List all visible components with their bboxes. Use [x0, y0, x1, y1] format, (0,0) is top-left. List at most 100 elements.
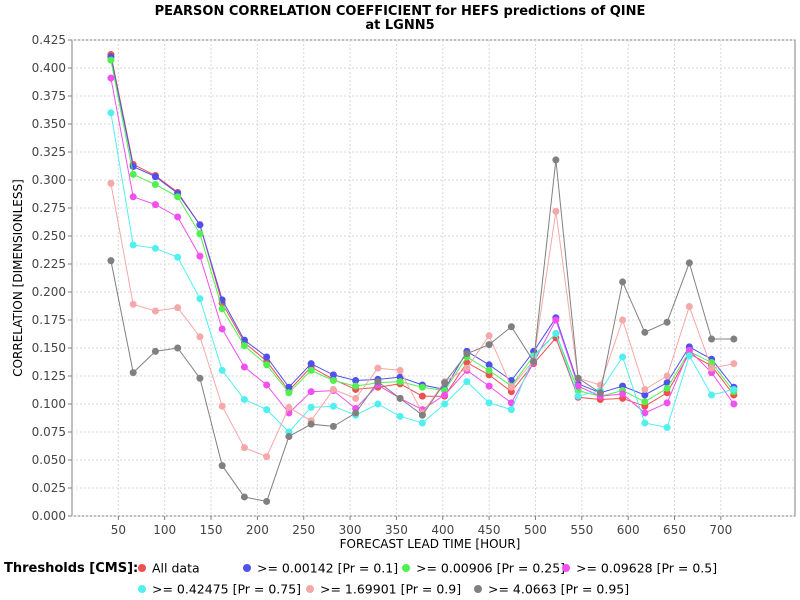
legend-label: >= 0.00142 [Pr = 0.1]: [257, 561, 398, 576]
y-tick-label: 0.200: [32, 285, 66, 299]
data-point: [129, 369, 137, 377]
data-point: [441, 379, 449, 387]
data-point: [307, 360, 315, 368]
legend-item: All data: [138, 561, 200, 576]
data-point: [196, 374, 204, 382]
data-point: [218, 366, 226, 374]
y-tick-label: 0.400: [32, 61, 66, 75]
data-point: [685, 346, 693, 354]
data-point: [708, 364, 716, 372]
data-point: [329, 385, 337, 393]
legend-label: >= 0.00906 [Pr = 0.25]: [416, 561, 565, 576]
data-point: [107, 179, 115, 187]
legend-item: >= 4.0663 [Pr = 0.95]: [474, 582, 629, 597]
data-point: [663, 424, 671, 432]
data-point: [174, 344, 182, 352]
data-point: [174, 304, 182, 312]
data-point: [307, 366, 315, 374]
data-point: [463, 364, 471, 372]
x-tick-label: 150: [200, 523, 223, 537]
data-point: [129, 193, 137, 201]
legend-marker-icon: [243, 564, 251, 572]
data-point: [552, 316, 560, 324]
data-point: [485, 332, 493, 340]
data-point: [374, 364, 382, 372]
data-point: [685, 259, 693, 267]
data-point: [641, 409, 649, 417]
legend-item: >= 0.09628 [Pr = 0.5]: [562, 561, 717, 576]
legend-item: >= 1.69901 [Pr = 0.9]: [306, 582, 461, 597]
data-point: [396, 378, 404, 386]
data-point: [174, 193, 182, 201]
legend-title: Thresholds [CMS]:: [4, 561, 138, 576]
data-point: [619, 278, 627, 286]
data-point: [663, 399, 671, 407]
data-point: [240, 363, 248, 371]
legend-label: >= 0.42475 [Pr = 0.75]: [152, 582, 301, 597]
data-point: [730, 335, 738, 343]
data-point: [218, 402, 226, 410]
data-point: [263, 453, 271, 461]
data-point: [708, 391, 716, 399]
data-point: [663, 372, 671, 380]
data-point: [663, 384, 671, 392]
data-point: [596, 389, 604, 397]
legend-item: >= 0.00142 [Pr = 0.1]: [243, 561, 398, 576]
data-point: [507, 323, 515, 331]
x-tick-label: 500: [524, 523, 547, 537]
data-point: [151, 307, 159, 315]
data-point: [730, 400, 738, 408]
y-tick-label: 0.275: [32, 201, 66, 215]
data-point: [218, 462, 226, 470]
data-point: [396, 366, 404, 374]
legend-marker-icon: [138, 585, 146, 593]
data-point: [151, 201, 159, 209]
data-point: [574, 382, 582, 390]
x-tick-label: 650: [663, 523, 686, 537]
data-point: [263, 497, 271, 505]
data-point: [641, 391, 649, 399]
grid-lines: [72, 39, 795, 517]
series-4: [107, 109, 738, 436]
x-tick-label: 100: [153, 523, 176, 537]
data-point: [507, 406, 515, 414]
data-point: [463, 359, 471, 367]
data-point: [552, 329, 560, 337]
data-point: [418, 411, 426, 419]
x-tick-label: 250: [292, 523, 315, 537]
data-point: [107, 56, 115, 64]
data-point: [463, 378, 471, 386]
y-tick-label: 0.025: [32, 481, 66, 495]
data-point: [263, 361, 271, 369]
data-point: [196, 295, 204, 303]
data-point: [730, 360, 738, 368]
data-point: [418, 419, 426, 427]
data-point: [530, 357, 538, 365]
data-point: [708, 335, 716, 343]
data-point: [685, 352, 693, 360]
data-point: [107, 74, 115, 82]
series-6: [107, 156, 738, 505]
data-point: [641, 385, 649, 393]
data-point: [285, 383, 293, 391]
data-point: [107, 109, 115, 117]
data-point: [240, 444, 248, 452]
data-point: [307, 403, 315, 411]
chart-title: PEARSON CORRELATION COEFFICIENT for HEFS…: [155, 4, 646, 19]
data-point: [396, 412, 404, 420]
data-point: [485, 366, 493, 374]
data-point: [240, 493, 248, 501]
x-axis-label: FORECAST LEAD TIME [HOUR]: [340, 537, 521, 551]
x-tick-label: 600: [617, 523, 640, 537]
data-point: [329, 376, 337, 384]
y-tick-label: 0.300: [32, 173, 66, 187]
data-point: [485, 382, 493, 390]
data-point: [552, 156, 560, 164]
data-point: [285, 403, 293, 411]
legend-label: >= 1.69901 [Pr = 0.9]: [320, 582, 461, 597]
y-tick-label: 0.100: [32, 397, 66, 411]
x-tick-label: 550: [570, 523, 593, 537]
data-point: [263, 381, 271, 389]
data-point: [352, 382, 360, 390]
